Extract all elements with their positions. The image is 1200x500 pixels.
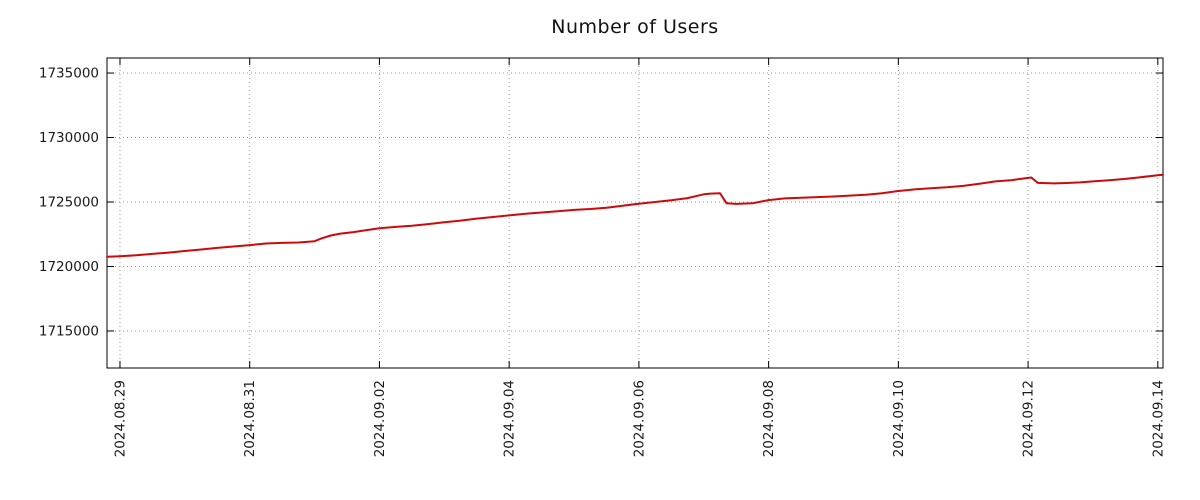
- x-tick-label: 2024.09.12: [1021, 380, 1037, 457]
- y-tick-label: 1725000: [39, 195, 99, 211]
- plot-border: [106, 57, 1164, 369]
- chart-title: Number of Users: [551, 16, 719, 38]
- x-tick-label: 2024.08.31: [242, 380, 258, 457]
- tick-marks: [107, 58, 1163, 368]
- x-tick-label: 2024.08.29: [112, 380, 128, 457]
- x-tick-label: 2024.09.04: [502, 380, 518, 457]
- y-tick-label: 1730000: [39, 130, 99, 146]
- x-tick-labels: 2024.08.29 2024.08.31 2024.09.02 2024.09.04…: [112, 380, 1166, 457]
- x-tick-label: 2024.09.08: [761, 380, 777, 457]
- series-line-users: [106, 173, 1164, 258]
- x-tick-label: 2024.09.14: [1150, 380, 1166, 457]
- y-tick-label: 1715000: [39, 323, 99, 339]
- x-tick-label: 2024.09.06: [631, 380, 647, 457]
- x-tick-label: 2024.09.10: [891, 380, 907, 457]
- y-tick-label: 1720000: [39, 259, 99, 275]
- grid-layer: [107, 58, 1163, 368]
- y-tick-label: 1735000: [39, 66, 99, 82]
- x-tick-label: 2024.09.02: [372, 380, 388, 457]
- y-tick-labels: 1715000 1720000 1725000 1730000 1735000: [39, 66, 99, 340]
